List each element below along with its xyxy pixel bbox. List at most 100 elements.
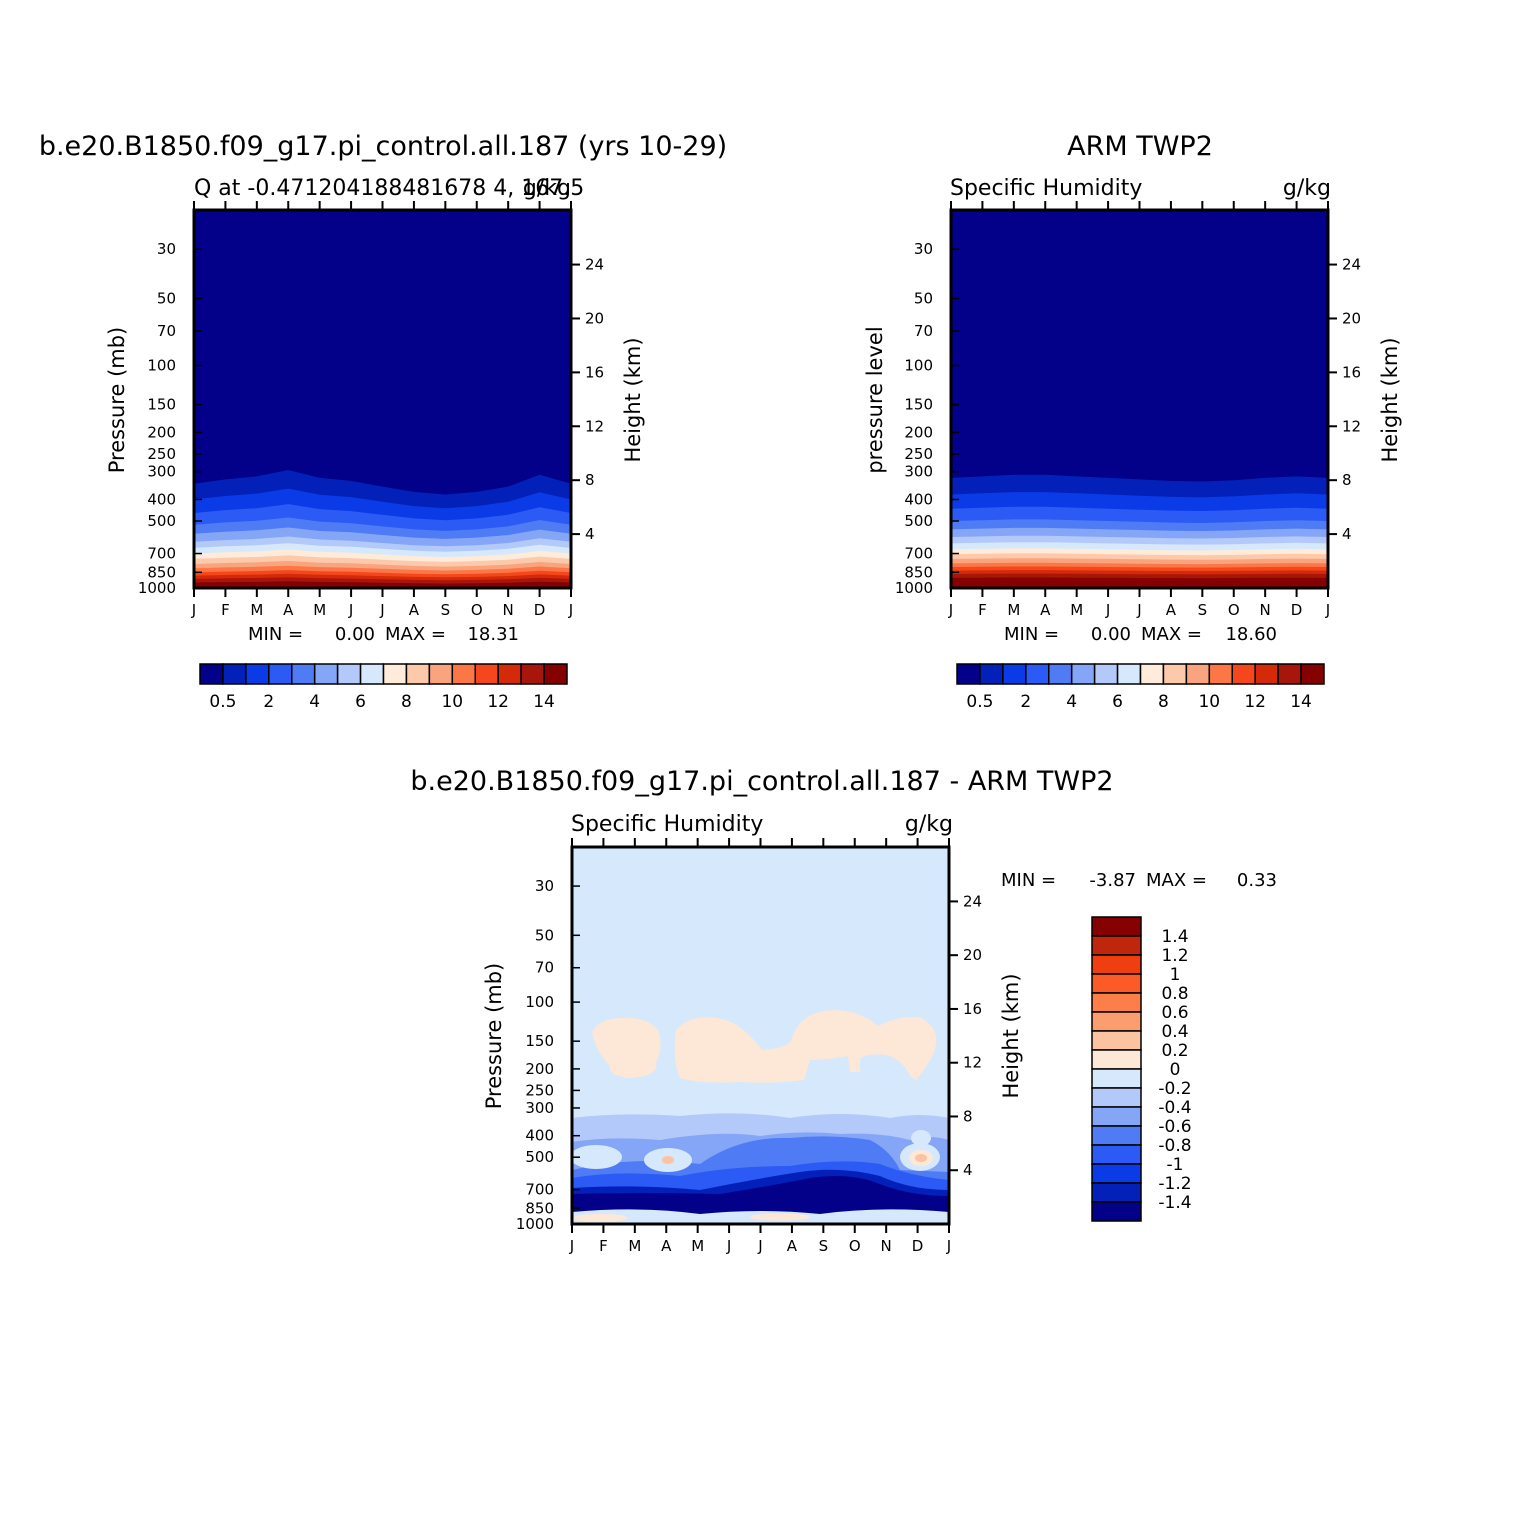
contour-band [951,577,1328,588]
x-tick-label: A [283,601,294,619]
x-tick-label: S [819,1237,829,1255]
x-tick-label: M [313,601,326,619]
colorbar-label: -1.2 [1158,1174,1191,1194]
colorbar-swatch [382,663,408,685]
max-value: 18.60 [1225,624,1277,645]
colorbar-label: -1.4 [1158,1193,1191,1213]
colorbar-swatch [291,663,316,685]
negative-anomaly-region [572,1176,949,1214]
x-tick-label: J [348,601,353,619]
colorbar-swatch [1048,663,1073,685]
max-value: 0.33 [1237,870,1277,891]
x-tick-label: J [1325,601,1330,619]
x-tick-label: J [948,601,953,619]
colorbar-swatch [268,663,293,685]
colorbar-swatch [1300,663,1325,685]
colorbar-label: 10 [441,692,463,712]
colorbar-swatch [313,663,339,685]
y-right-tick-label: 8 [1342,471,1352,489]
colorbar-swatch [1091,916,1142,937]
max-label: MAX = [385,624,446,645]
colorbar-label: 6 [1112,692,1123,712]
colorbar: 1.41.210.80.60.40.20-0.2-0.4-0.6-0.8-1-1… [1091,916,1192,1222]
y-right-tick-label: 16 [585,363,604,381]
y-tick-label: 30 [914,240,933,258]
x-tick-label: O [849,1237,861,1255]
colorbar-label: -0.6 [1158,1117,1191,1137]
y-tick-label: 300 [904,463,933,481]
colorbar-label: -0.4 [1158,1098,1191,1118]
colorbar-label: 12 [487,692,509,712]
colorbar-label: 14 [533,692,555,712]
y-axis-right-label: Height (km) [621,337,645,462]
x-tick-label: J [1136,601,1141,619]
x-tick-label: M [250,601,263,619]
y-tick-label: 150 [525,1032,554,1050]
colorbar-label: 0.6 [1161,1003,1188,1023]
colorbar-label: 10 [1198,692,1220,712]
min-value: 0.00 [335,624,375,645]
colorbar-swatch [1277,663,1302,685]
max-label: MAX = [1146,870,1207,891]
x-tick-label: J [379,601,384,619]
panel-units: g/kg [523,176,571,201]
x-tick-label: N [881,1237,892,1255]
y-tick-label: 150 [904,396,933,414]
y-tick-label: 500 [147,512,176,530]
colorbar-swatch [1002,663,1027,685]
x-tick-label: J [757,1237,762,1255]
y-tick-label: 30 [535,877,554,895]
x-tick-label: A [787,1237,798,1255]
y-tick-label: 200 [147,423,176,441]
colorbar-swatch [1025,663,1050,685]
y-tick-label: 500 [525,1148,554,1166]
colorbar-swatch [428,663,454,685]
y-tick-label: 100 [525,993,554,1011]
y-axis-right-label: Height (km) [1378,337,1402,462]
y-right-tick-label: 24 [1342,256,1361,274]
x-tick-label: J [569,1237,574,1255]
x-tick-label: F [978,601,987,619]
max-value: 18.31 [467,624,519,645]
positive-anomaly-region [592,1017,661,1078]
x-tick-label: J [1105,601,1110,619]
positive-anomaly-region [915,1154,927,1162]
x-tick-label: J [191,601,196,619]
colorbar-swatch [1091,1201,1142,1222]
y-tick-label: 500 [904,512,933,530]
colorbar-swatch [1116,663,1142,685]
x-tick-label: D [912,1237,924,1255]
y-right-tick-label: 8 [963,1107,973,1125]
colorbar-swatch [1162,663,1188,685]
colorbar-swatch [1091,1011,1142,1032]
panel-subtitle-left: Specific Humidity [950,176,1142,201]
y-right-tick-label: 16 [963,1000,982,1018]
y-tick-label: 250 [147,445,176,463]
colorbar-swatch [1091,1125,1142,1146]
colorbar-label: -0.8 [1158,1136,1191,1156]
colorbar-swatch [1091,1030,1142,1051]
colorbar-swatch [1091,1087,1142,1108]
y-right-tick-label: 4 [963,1161,973,1179]
colorbar-swatch [1231,663,1256,685]
colorbar-label: 8 [401,692,412,712]
y-axis-label: pressure level [863,326,887,473]
x-tick-label: M [691,1237,704,1255]
y-right-tick-label: 20 [963,946,982,964]
y-tick-label: 30 [157,240,176,258]
colorbar-label: 1.4 [1161,927,1188,947]
y-tick-label: 70 [535,959,554,977]
colorbar-label: 4 [309,692,320,712]
positive-anomaly-region [674,1010,937,1083]
x-tick-label: A [1166,601,1177,619]
colorbar-label: 1.2 [1161,946,1188,966]
y-right-tick-label: 20 [1342,309,1361,327]
colorbar-swatch [1139,663,1165,685]
y-tick-label: 700 [525,1181,554,1199]
colorbar-label: 0.8 [1161,984,1188,1004]
colorbar-swatch [474,663,499,685]
